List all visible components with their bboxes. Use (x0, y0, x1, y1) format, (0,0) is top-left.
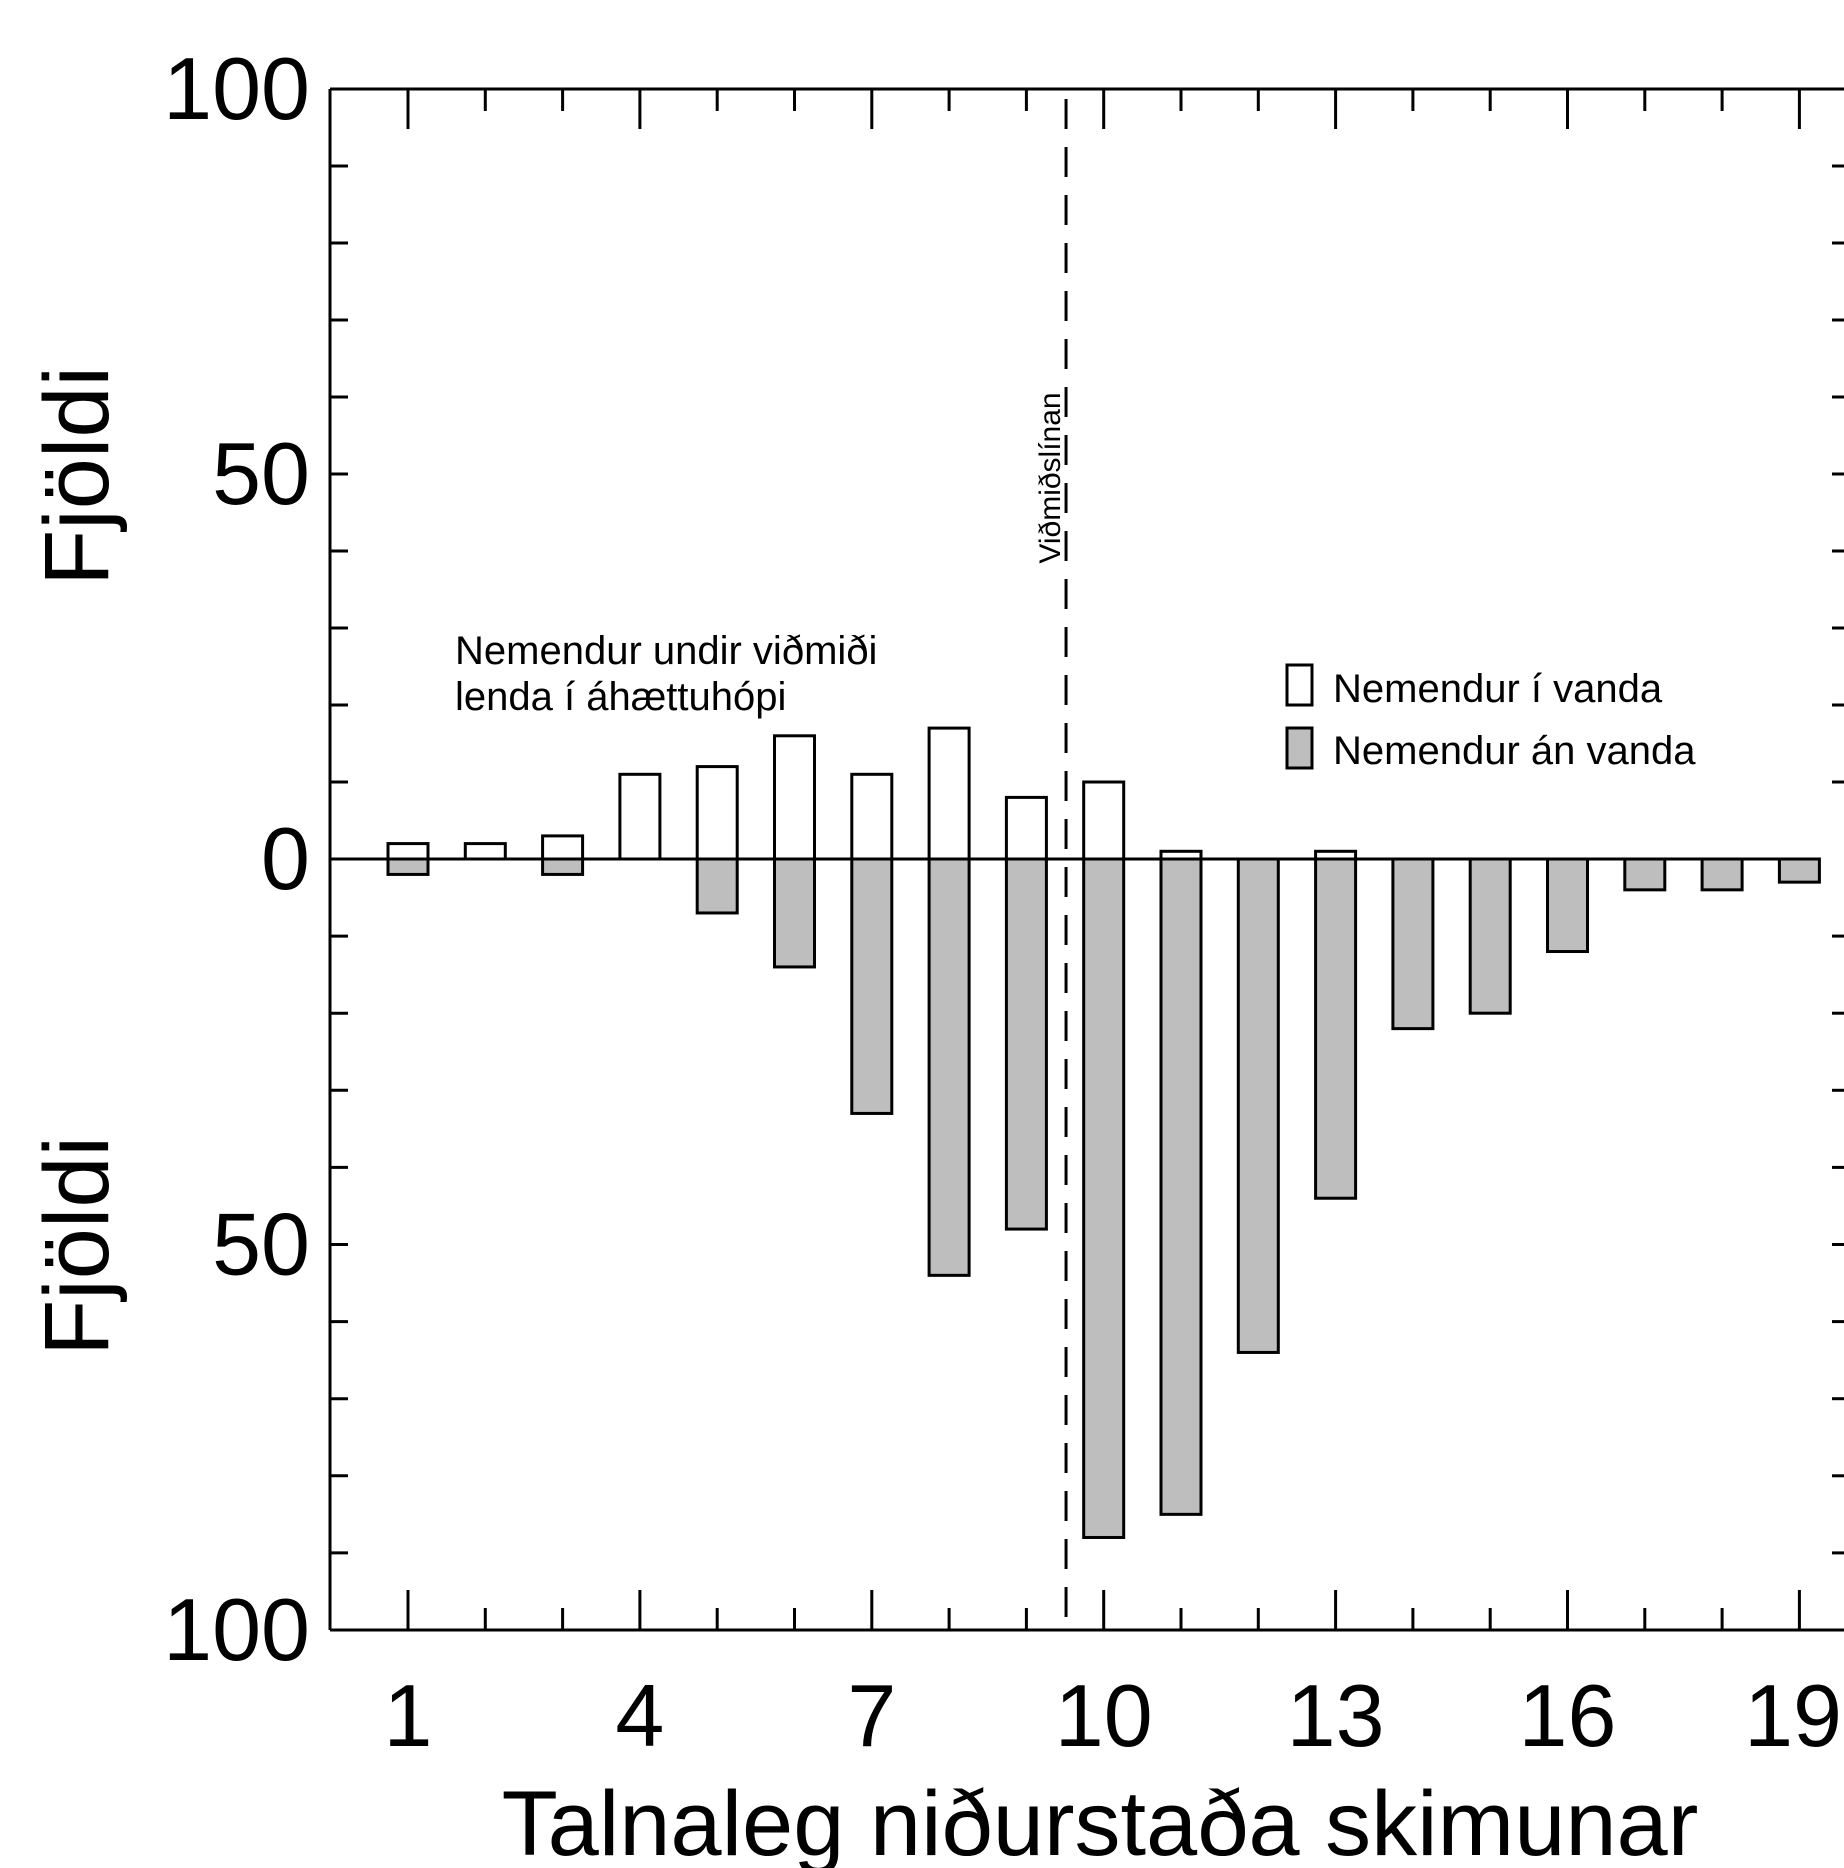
x-tick-label: 1 (384, 1666, 433, 1765)
legend-label-series-1: Nemendur í vanda (1333, 667, 1663, 711)
bar-without-difficulty (850, 857, 894, 1115)
x-tick-label: 10 (1055, 1666, 1153, 1765)
annotation-line-2: lenda í áhættuhópi (455, 675, 786, 719)
y-tick-label-bottom: 100 (163, 1580, 310, 1679)
bar-without-difficulty (1082, 857, 1126, 1539)
legend: Nemendur í vanda Nemendur án vanda (1285, 663, 1696, 773)
y-axis-label-bottom: Fjöldi (26, 1136, 128, 1356)
tick-marks (330, 89, 1844, 1630)
bar-in-difficulty (386, 842, 430, 861)
x-tick-label: 16 (1519, 1666, 1617, 1765)
y-tick-label-bottom: 50 (212, 1195, 310, 1294)
bar-without-difficulty (695, 857, 739, 915)
tick-labels: 100 50 0 50 100 1 4 7 10 13 16 19 (163, 39, 1842, 1765)
bar-in-difficulty (695, 765, 739, 861)
bar-in-difficulty (773, 734, 816, 861)
bar-without-difficulty (1236, 857, 1280, 1354)
bar-without-difficulty (1700, 857, 1744, 892)
legend-swatch-series-1 (1285, 663, 1314, 707)
bar-without-difficulty (1777, 857, 1821, 884)
x-tick-label: 7 (847, 1666, 896, 1765)
bar-without-difficulty (541, 857, 585, 876)
bar-without-difficulty (927, 857, 971, 1277)
threshold-label: Viðmiðslínan (1034, 392, 1067, 563)
x-tick-label: 4 (615, 1666, 664, 1765)
x-tick-label: 13 (1287, 1666, 1385, 1765)
bar-in-difficulty (463, 842, 507, 861)
bar-in-difficulty (927, 726, 971, 861)
legend-label-series-2: Nemendur án vanda (1333, 729, 1696, 773)
annotation-line-1: Nemendur undir viðmiði (455, 629, 877, 673)
x-axis-label: Talnaleg niðurstaða skimunar (502, 1773, 1699, 1868)
bar-in-difficulty (850, 772, 894, 861)
bar-without-difficulty (1314, 857, 1358, 1200)
y-tick-label-top: 50 (212, 424, 310, 523)
bar-without-difficulty (386, 857, 430, 876)
bar-in-difficulty (1082, 780, 1126, 861)
bar-in-difficulty (1004, 795, 1048, 861)
bar-without-difficulty (1623, 857, 1667, 892)
x-tick-label: 19 (1744, 1666, 1842, 1765)
bar-in-difficulty (618, 772, 662, 861)
bar-in-difficulty (541, 834, 585, 861)
y-tick-label-top: 100 (163, 39, 310, 138)
bar-without-difficulty (1468, 857, 1512, 1015)
y-axis-label-top: Fjöldi (26, 366, 128, 586)
bar-without-difficulty (1004, 857, 1048, 1231)
bar-without-difficulty (1391, 857, 1435, 1031)
bars (330, 726, 1821, 1539)
y-tick-label-top: 0 (261, 809, 310, 908)
bar-without-difficulty (1159, 857, 1203, 1516)
bar-without-difficulty (773, 857, 816, 969)
legend-swatch-series-2 (1285, 726, 1314, 770)
bar-without-difficulty (1546, 857, 1589, 954)
